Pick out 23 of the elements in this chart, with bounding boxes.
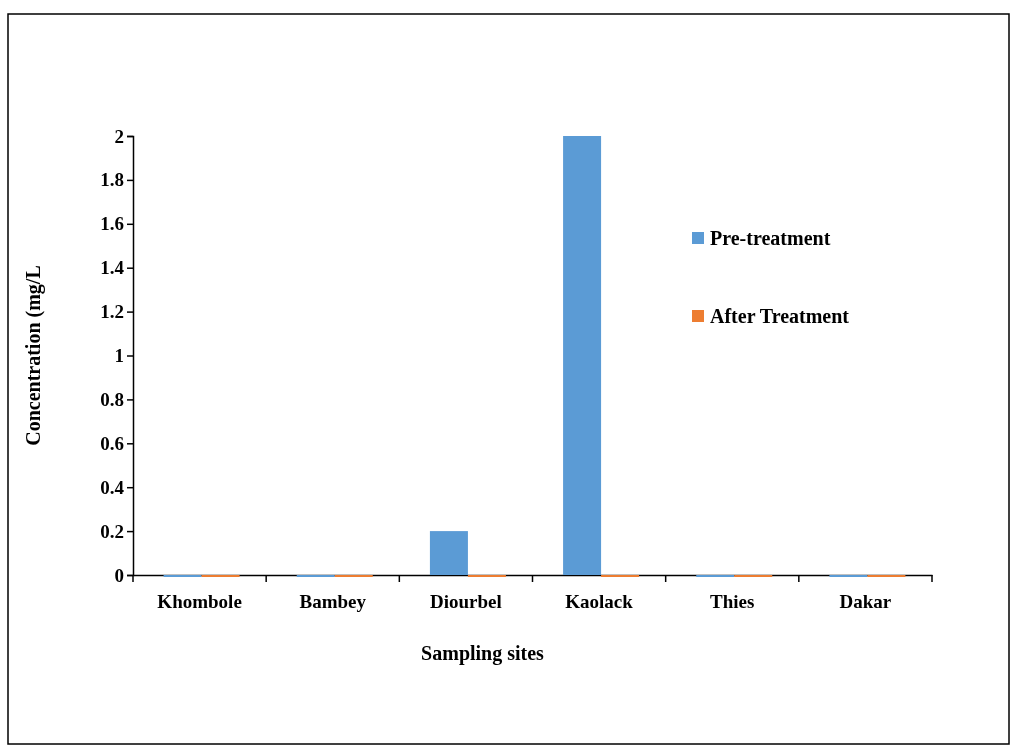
x-tick-label: Dakar [839, 591, 892, 613]
y-tick-label: 0.2 [100, 520, 124, 542]
y-tick-label: 2 [114, 125, 124, 147]
x-tick-label: Khombole [157, 591, 242, 613]
y-tick-label: 0.8 [100, 388, 124, 410]
legend-label: After Treatment [710, 305, 850, 327]
y-tick-label: 1.2 [100, 301, 124, 323]
y-tick-label: 1 [114, 345, 124, 367]
x-axis-title: Sampling sites [421, 642, 545, 665]
x-tick-label: Diourbel [430, 591, 502, 613]
y-tick-label: 1.4 [100, 257, 125, 279]
bar [429, 531, 468, 575]
x-tick-label: Thies [710, 591, 755, 613]
y-tick-label: 1.6 [100, 213, 124, 235]
bar [563, 136, 602, 575]
y-tick-label: 1.8 [100, 169, 124, 191]
x-tick-label: Bambey [299, 591, 367, 613]
y-tick-label: 0 [114, 564, 124, 586]
x-tick-label: Kaolack [565, 591, 634, 613]
y-tick-label: 0.4 [100, 476, 125, 498]
y-axis-title: Concentration (mg/L [22, 265, 45, 446]
y-tick-label: 0.6 [100, 432, 124, 454]
legend-label: Pre-treatment [710, 227, 831, 249]
